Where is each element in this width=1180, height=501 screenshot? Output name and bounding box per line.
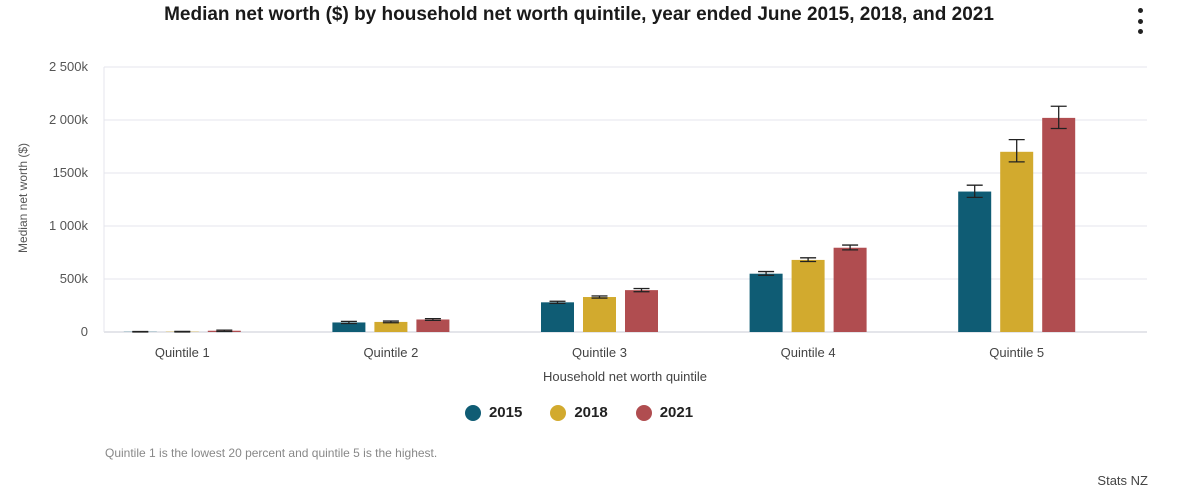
error-bar [966,184,983,199]
x-tick-label: Quintile 1 [155,345,210,360]
x-tick-label: Quintile 4 [781,345,836,360]
bar-2015-quintile-4[interactable] [749,273,783,332]
error-bar [633,287,650,293]
y-axis-label: Median net worth ($) [16,143,30,253]
legend-label: 2015 [488,404,523,421]
x-tick-label: Quintile 5 [989,345,1044,360]
y-tick-label: 1 000k [49,218,89,233]
bar-2015-quintile-3[interactable] [541,302,574,332]
error-bar [1008,138,1025,163]
chart-title: Median net worth ($) by household net wo… [164,4,994,25]
y-tick-label: 1500k [53,165,89,180]
error-bar [340,320,357,325]
legend-label: 2018 [574,404,608,421]
error-bar [382,320,399,324]
error-bar [424,317,441,321]
legend-item-2018[interactable]: 2018 [550,404,608,421]
footnote: Quintile 1 is the lowest 20 percent and … [105,446,438,460]
x-tick-label: Quintile 2 [363,345,418,360]
y-tick-label: 2 000k [49,112,89,127]
x-axis-label: Household net worth quintile [543,369,707,384]
error-bar [549,300,566,305]
x-tick-labels: Quintile 1 Quintile 2 Quintile 3 Quintile 4… [155,345,1044,360]
bar-2021-quintile-2[interactable] [416,319,450,332]
error-bars [132,105,1067,333]
y-tick-label: 500k [60,271,89,286]
y-tick-label: 0 [81,324,88,339]
legend-swatch [464,404,481,421]
error-bar [758,270,775,276]
y-tick-labels: 0 500k 1 000k 1500k 2 000k 2 500k [49,59,89,339]
bars [123,117,1076,332]
y-tick-label: 2 500k [49,59,89,74]
bar-2018-quintile-2[interactable] [374,321,408,332]
legend: 2015 2018 2021 [0,404,1158,421]
error-bar [591,295,608,299]
kebab-menu-icon[interactable] [1133,8,1147,34]
bar-2021-quintile-3[interactable] [625,290,658,332]
legend-swatch [550,404,567,421]
x-tick-label: Quintile 3 [572,345,627,360]
bar-2018-quintile-5[interactable] [1000,151,1034,332]
legend-item-2015[interactable]: 2015 [464,404,523,421]
error-bar [842,244,859,251]
bar-2021-quintile-4[interactable] [833,247,867,332]
bar-2018-quintile-3[interactable] [583,297,616,332]
error-bar [216,329,233,333]
error-bar [174,330,191,333]
bar-2015-quintile-5[interactable] [958,191,992,332]
error-bar [800,257,817,263]
bar-2018-quintile-4[interactable] [791,259,825,332]
bar-2021-quintile-5[interactable] [1042,117,1076,332]
error-bar [1050,105,1067,130]
legend-swatch [635,404,652,421]
legend-item-2021[interactable]: 2021 [635,404,694,421]
source-credit: Stats NZ [1097,473,1148,488]
legend-label: 2021 [659,404,694,421]
bar-2015-quintile-2[interactable] [332,322,366,332]
